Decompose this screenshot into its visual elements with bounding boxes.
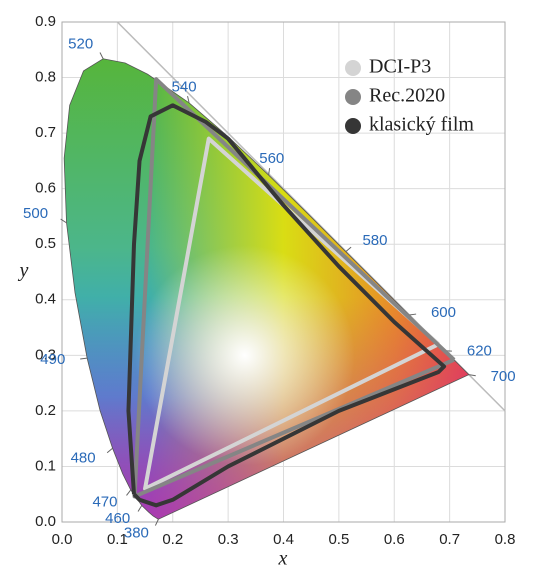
wavelength-label: 490 xyxy=(40,351,65,368)
y-tick-label: 0.0 xyxy=(35,513,56,530)
wavelength-label: 480 xyxy=(71,449,96,466)
x-tick-label: 0.8 xyxy=(495,531,516,548)
legend-marker xyxy=(345,118,361,134)
wavelength-label: 540 xyxy=(172,78,197,95)
legend-label: klasický film xyxy=(369,114,474,136)
y-tick-label: 0.7 xyxy=(35,124,56,141)
wavelength-tick xyxy=(345,246,352,253)
wavelength-label: 620 xyxy=(467,343,492,360)
x-tick-label: 0.1 xyxy=(107,531,128,548)
y-tick-label: 0.1 xyxy=(35,457,56,474)
wavelength-tick xyxy=(187,96,190,104)
x-axis-label: x xyxy=(278,548,288,570)
wavelength-tick xyxy=(126,489,132,496)
wavelength-tick xyxy=(99,52,104,60)
y-tick-label: 0.8 xyxy=(35,69,56,86)
wavelength-label: 580 xyxy=(362,232,387,249)
wavelength-tick xyxy=(409,313,417,316)
wavelength-label: 470 xyxy=(92,494,117,511)
wavelength-label: 520 xyxy=(68,35,93,52)
legend-marker xyxy=(345,60,361,76)
x-tick-label: 0.0 xyxy=(52,531,73,548)
y-tick-label: 0.3 xyxy=(35,346,56,363)
y-tick-label: 0.5 xyxy=(35,235,56,252)
y-tick-label: 0.2 xyxy=(35,402,56,419)
spectral-locus xyxy=(63,58,470,520)
gamut-line xyxy=(143,136,440,491)
wavelength-label: 600 xyxy=(431,304,456,321)
y-axis-label: y xyxy=(18,260,29,282)
gamut-line xyxy=(132,77,456,499)
legend-label: DCI-P3 xyxy=(369,56,431,78)
wavelength-tick xyxy=(137,505,143,512)
wavelength-tick xyxy=(154,519,159,526)
x-tick-label: 0.2 xyxy=(162,531,183,548)
wavelength-tick xyxy=(80,357,88,360)
x-tick-label: 0.3 xyxy=(218,531,239,548)
plot-frame xyxy=(61,21,506,523)
wavelength-label: 560 xyxy=(259,150,284,167)
wavelength-label: 500 xyxy=(23,205,48,222)
y-tick-label: 0.4 xyxy=(35,291,56,308)
wavelength-label: 380 xyxy=(124,525,149,542)
x-tick-label: 0.5 xyxy=(328,531,349,548)
y-tick-label: 0.9 xyxy=(35,13,56,30)
wavelength-label: 700 xyxy=(491,368,516,385)
wavelength-tick xyxy=(468,374,476,377)
gamut-line xyxy=(126,103,447,508)
wavelength-tick xyxy=(60,218,67,224)
wavelength-tick xyxy=(106,447,113,454)
legend-marker xyxy=(345,89,361,105)
legend-label: Rec.2020 xyxy=(369,85,445,107)
wavelength-tick xyxy=(268,168,271,176)
x-tick-label: 0.7 xyxy=(439,531,460,548)
y-tick-label: 0.6 xyxy=(35,180,56,197)
wavelength-label: 460 xyxy=(105,510,130,527)
x-tick-label: 0.4 xyxy=(273,531,294,548)
x-tick-label: 0.6 xyxy=(384,531,405,548)
plot xyxy=(60,52,476,526)
